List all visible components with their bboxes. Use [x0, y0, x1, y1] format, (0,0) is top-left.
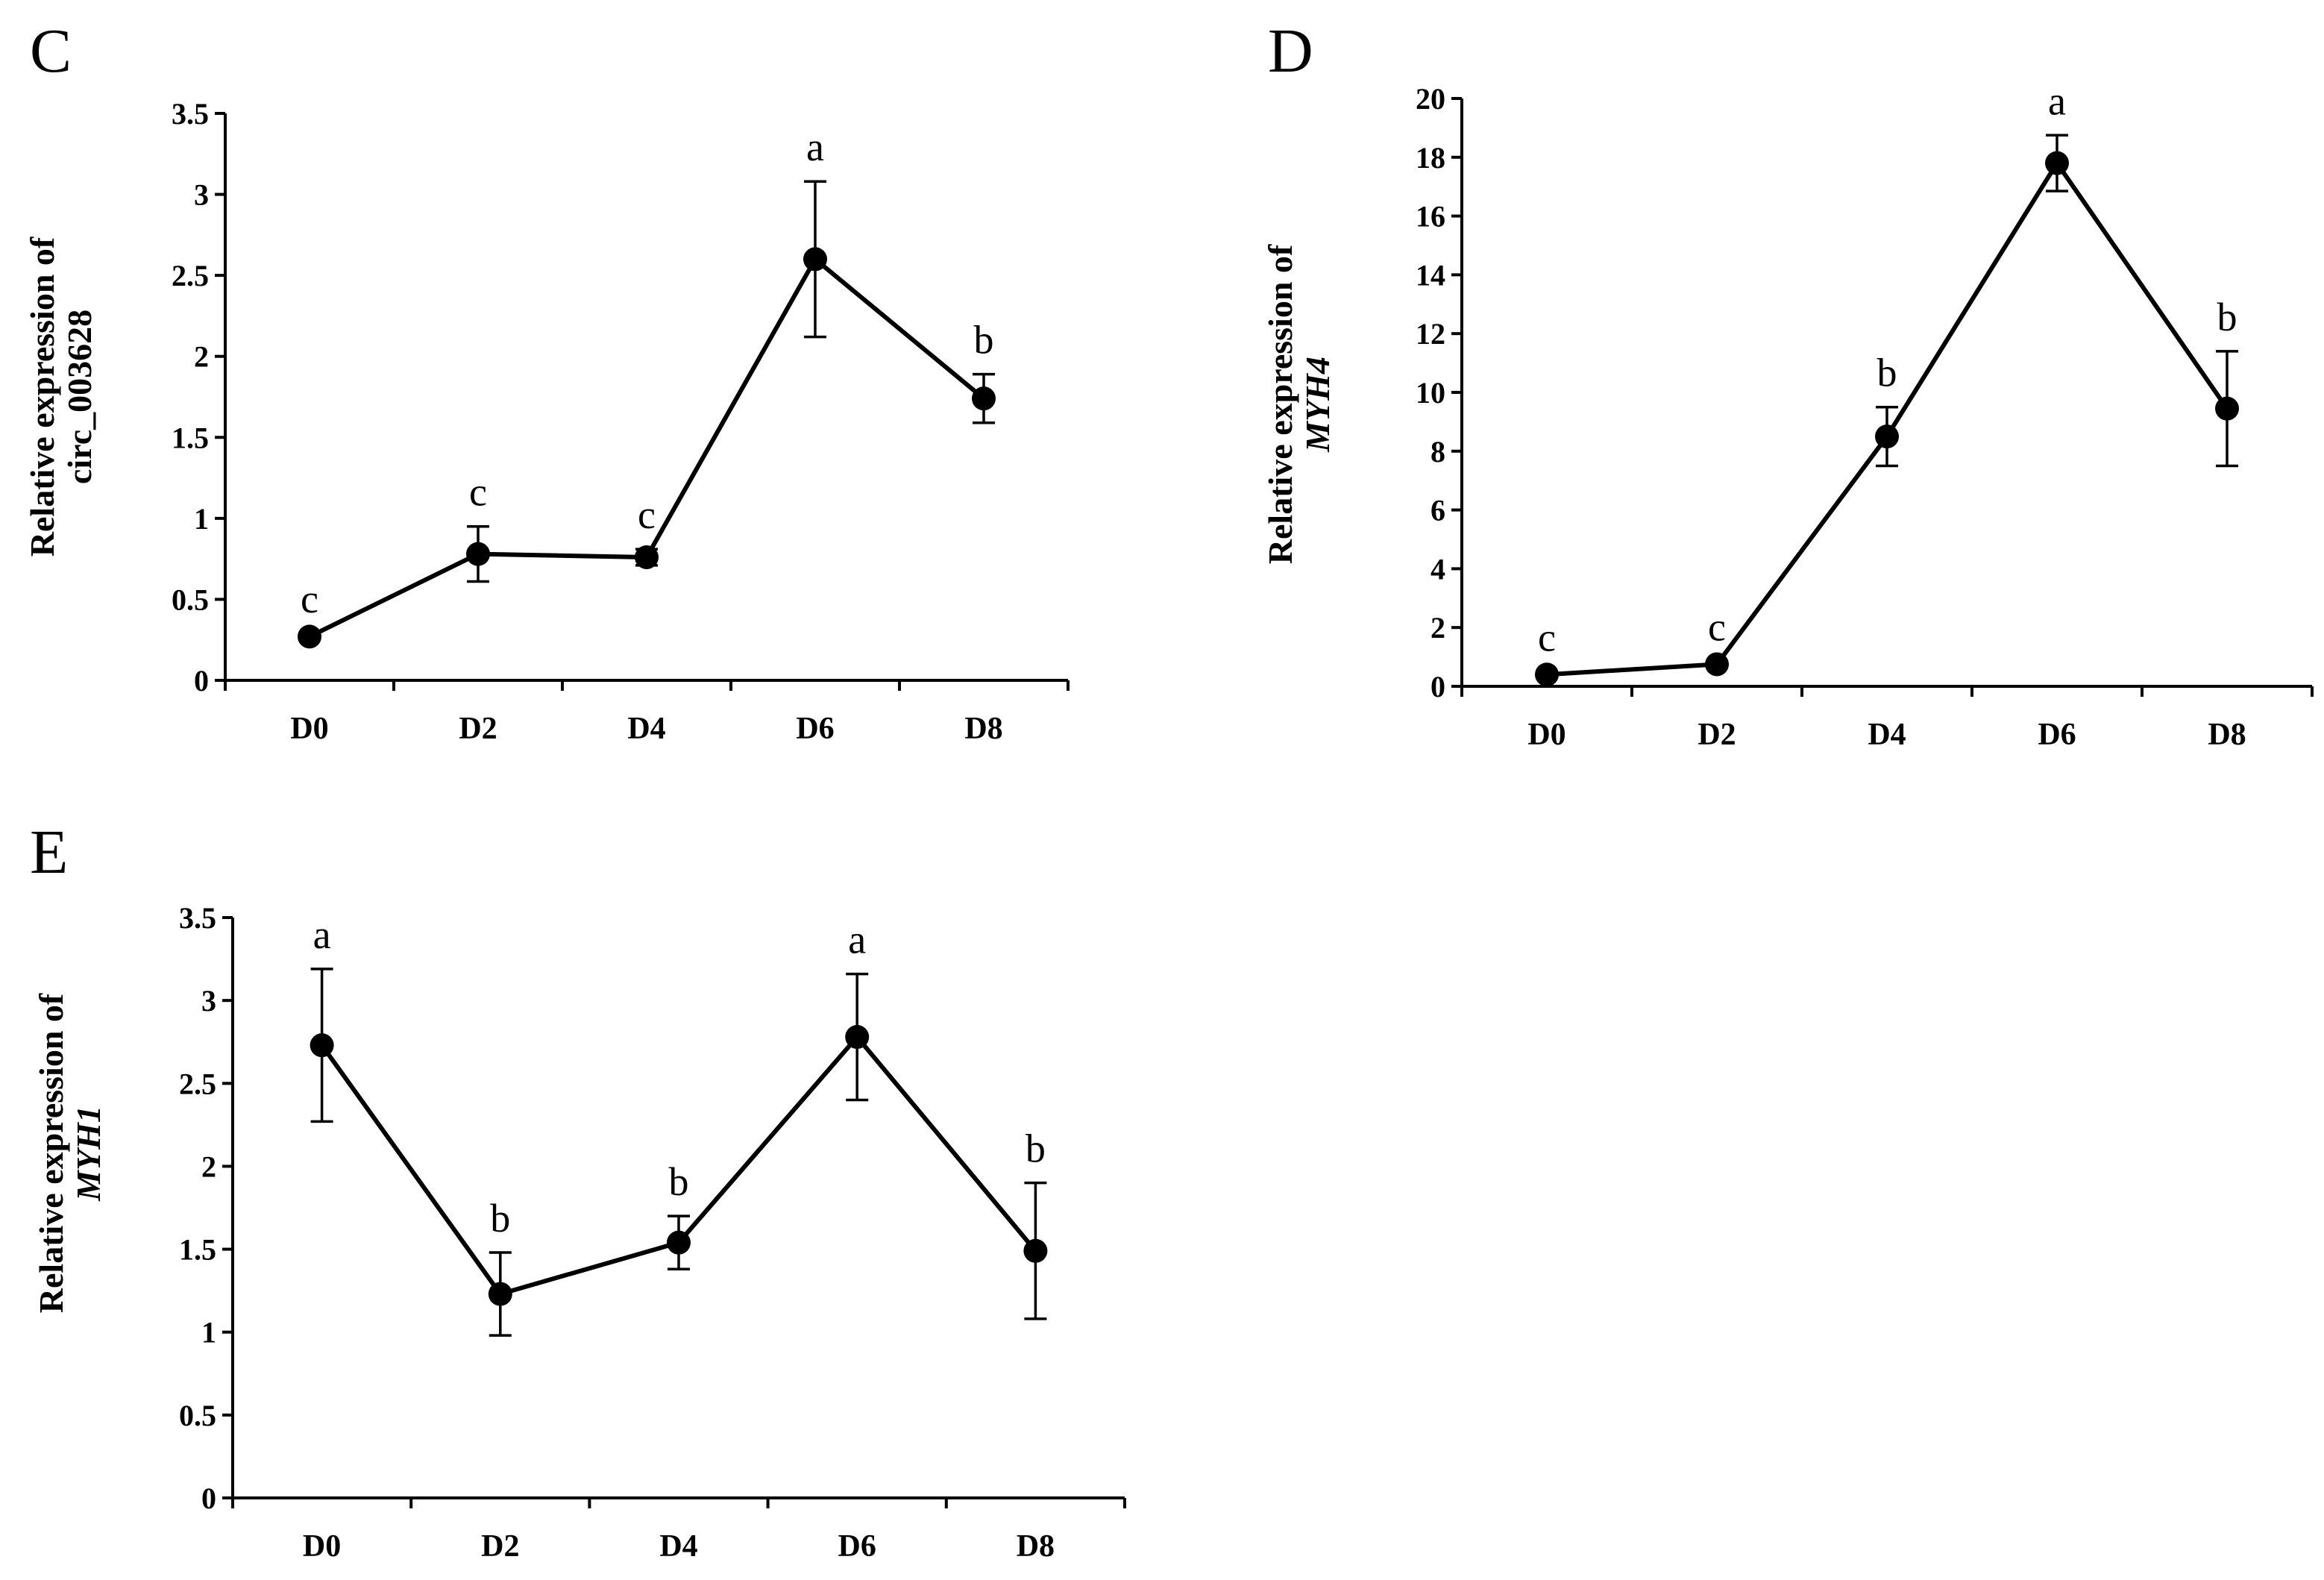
y-tick-label: 18	[1416, 141, 1445, 175]
data-point	[488, 1282, 512, 1306]
data-point	[1535, 662, 1559, 687]
y-tick-label: 1.5	[172, 421, 209, 454]
x-tick-label: D8	[964, 712, 1002, 746]
y-tick-label: 0	[194, 664, 209, 697]
y-axis-title-line2: MYH1	[69, 1106, 107, 1202]
y-tick-label: 0	[201, 1482, 216, 1515]
significance-label: b	[490, 1196, 510, 1241]
y-axis-title-line1: Relative expression of	[1261, 244, 1299, 564]
data-point	[972, 386, 996, 411]
x-tick-label: D4	[627, 712, 665, 746]
x-tick-label: D2	[1698, 718, 1736, 752]
y-tick-label: 8	[1430, 435, 1445, 468]
x-tick-label: D0	[290, 712, 328, 746]
data-point	[1705, 652, 1729, 677]
data-point	[845, 1025, 870, 1050]
y-tick-label: 2.5	[179, 1067, 216, 1100]
x-tick-label: D8	[2208, 718, 2246, 752]
y-tick-label: 0.5	[172, 583, 209, 616]
y-tick-label: 3	[201, 984, 216, 1018]
significance-label: c	[469, 470, 487, 515]
x-tick-label: D6	[796, 712, 834, 746]
significance-label: a	[2048, 78, 2066, 123]
x-tick-label: D2	[459, 712, 497, 746]
y-axis-title-line1: Relative expression of	[32, 993, 70, 1313]
y-tick-label: 1	[194, 502, 209, 536]
panel-letter-c: C	[30, 16, 72, 86]
y-tick-label: 20	[1416, 82, 1445, 116]
y-axis-title: Relative expression ofMYH4	[1261, 244, 1337, 564]
significance-label: c	[1708, 605, 1726, 650]
x-tick-label: D6	[838, 1529, 876, 1564]
significance-label: a	[848, 918, 866, 962]
data-point	[667, 1230, 691, 1255]
chart-panel-d: D 0 2 4 6 8 10 12 14 16 18 20 D0 D2 D4 D6 D8 Relative ex…	[1261, 16, 2314, 752]
y-tick-label: 2	[201, 1150, 216, 1183]
panel-letter-e: E	[30, 818, 68, 887]
y-tick-label: 6	[1430, 494, 1445, 527]
x-tick-label: D4	[1868, 718, 1906, 752]
y-axis-title: Relative expression ofMYH1	[32, 993, 107, 1313]
significance-label: b	[974, 318, 994, 363]
y-axis-title-line1: Relative expression of	[23, 236, 61, 557]
y-tick-label: 16	[1416, 200, 1445, 233]
data-point	[635, 545, 659, 569]
chart-panel-c: C 0 0.5 1 1.5 2 2.5 3 3.5 D0 D2 D4 D6 D8 Relative exp…	[23, 16, 1070, 746]
significance-label: c	[1538, 615, 1556, 659]
significance-label: b	[1877, 351, 1897, 395]
y-axis-title-line2: MYH4	[1298, 357, 1337, 453]
significance-label: b	[2217, 295, 2237, 339]
data-point	[310, 1033, 334, 1058]
y-axis-title: Relative expression ofcirc_003628	[23, 236, 98, 557]
y-tick-label: 0.5	[179, 1399, 216, 1432]
y-tick-label: 1	[201, 1316, 216, 1349]
y-tick-label: 2	[1430, 611, 1445, 645]
significance-label: c	[638, 492, 656, 537]
data-point	[298, 624, 321, 649]
y-tick-label: 14	[1416, 258, 1445, 292]
x-tick-label: D8	[1017, 1529, 1055, 1564]
y-axis-title-line2: circ_003628	[60, 310, 98, 484]
y-tick-label: 3.5	[179, 901, 216, 935]
y-tick-label: 0	[1430, 670, 1445, 703]
y-tick-label: 4	[1430, 552, 1445, 586]
x-tick-label: D0	[1527, 718, 1565, 752]
x-tick-label: D0	[303, 1529, 341, 1564]
x-tick-label: D6	[2038, 718, 2076, 752]
chart-panel-e: E 0 0.5 1 1.5 2 2.5 3 3.5 D0 D2 D4 D6 D8 Relative exp…	[30, 818, 1126, 1564]
x-tick-label: D4	[659, 1529, 697, 1564]
y-tick-label: 2.5	[172, 259, 209, 292]
data-point	[466, 542, 490, 566]
significance-label: b	[669, 1159, 689, 1204]
y-tick-label: 3	[194, 178, 209, 212]
y-tick-label: 12	[1416, 317, 1445, 351]
data-point	[1023, 1238, 1048, 1263]
significance-label: b	[1026, 1126, 1046, 1171]
y-tick-label: 10	[1416, 376, 1445, 410]
data-point	[2045, 151, 2069, 175]
data-point	[2215, 396, 2239, 421]
y-tick-label: 2	[194, 340, 209, 374]
x-tick-label: D2	[481, 1529, 519, 1564]
significance-label: c	[301, 577, 318, 621]
data-point	[1875, 424, 1899, 449]
y-tick-label: 1.5	[179, 1233, 216, 1267]
y-tick-label: 3.5	[172, 97, 209, 131]
panel-letter-d: D	[1268, 16, 1313, 86]
significance-label: a	[313, 912, 331, 957]
data-point	[803, 247, 827, 272]
significance-label: a	[806, 125, 824, 169]
